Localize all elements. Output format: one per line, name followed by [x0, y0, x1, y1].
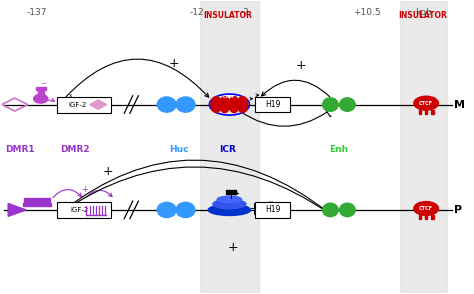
Ellipse shape [414, 96, 438, 110]
Text: CTCF: CTCF [223, 95, 236, 99]
Ellipse shape [157, 97, 176, 112]
Ellipse shape [208, 204, 251, 216]
Bar [425, 216, 428, 219]
Text: DMR1: DMR1 [5, 146, 34, 154]
Text: -12: -12 [190, 8, 205, 17]
Bar [419, 110, 421, 114]
Text: x: x [268, 200, 273, 206]
Ellipse shape [219, 96, 230, 113]
Text: H19: H19 [265, 100, 281, 109]
Bar [255, 202, 291, 218]
Text: +: + [228, 241, 238, 254]
Text: Huc: Huc [169, 146, 188, 154]
Bar [44, 198, 46, 203]
Bar [255, 97, 291, 112]
Ellipse shape [176, 202, 195, 218]
Bar [400, 1, 447, 293]
Bar [31, 198, 34, 203]
Text: +: + [102, 165, 113, 178]
Bar [23, 203, 51, 206]
Bar [27, 198, 30, 203]
Text: DMR2: DMR2 [60, 146, 90, 154]
Text: x: x [69, 93, 72, 98]
Ellipse shape [414, 202, 438, 216]
Text: P: P [455, 205, 463, 215]
Bar [34, 198, 36, 203]
Text: INSULATOR: INSULATOR [203, 11, 253, 20]
Bar [38, 89, 44, 94]
Bar [47, 198, 50, 203]
Bar [425, 110, 428, 114]
Bar [40, 198, 43, 203]
Text: Enh: Enh [329, 146, 348, 154]
Text: -2: -2 [240, 8, 249, 17]
Text: +: + [168, 57, 179, 70]
Text: +10.5: +10.5 [353, 8, 381, 17]
Bar [36, 87, 46, 90]
Ellipse shape [323, 203, 338, 217]
Text: +: + [296, 59, 306, 71]
Text: IGF-2: IGF-2 [70, 207, 89, 213]
Text: -137: -137 [27, 8, 47, 17]
Ellipse shape [339, 98, 355, 111]
Bar [37, 198, 40, 203]
Ellipse shape [213, 199, 246, 209]
Text: CTCF: CTCF [419, 101, 433, 106]
Ellipse shape [323, 98, 338, 111]
Ellipse shape [34, 94, 48, 103]
Ellipse shape [339, 203, 355, 217]
Text: −: − [40, 81, 46, 87]
Bar [419, 216, 421, 219]
Text: M: M [455, 100, 465, 110]
Text: H19: H19 [265, 206, 281, 214]
Text: INSULATOR: INSULATOR [398, 11, 447, 20]
Bar [431, 110, 434, 114]
Text: IGF-2: IGF-2 [68, 101, 86, 108]
Polygon shape [8, 203, 26, 216]
Text: kpb: kpb [415, 8, 432, 17]
Bar [226, 190, 236, 194]
Text: CTCF: CTCF [419, 206, 433, 211]
Polygon shape [90, 100, 107, 109]
Text: ICR: ICR [219, 146, 237, 154]
Text: +: + [81, 185, 88, 194]
Bar [431, 216, 434, 219]
Ellipse shape [237, 96, 248, 113]
Ellipse shape [176, 97, 195, 112]
Ellipse shape [217, 196, 242, 203]
Ellipse shape [157, 202, 176, 218]
Ellipse shape [211, 96, 221, 113]
Bar [200, 1, 259, 293]
Bar [24, 198, 27, 203]
Ellipse shape [229, 96, 239, 113]
Bar [57, 202, 111, 218]
Bar [57, 96, 111, 113]
